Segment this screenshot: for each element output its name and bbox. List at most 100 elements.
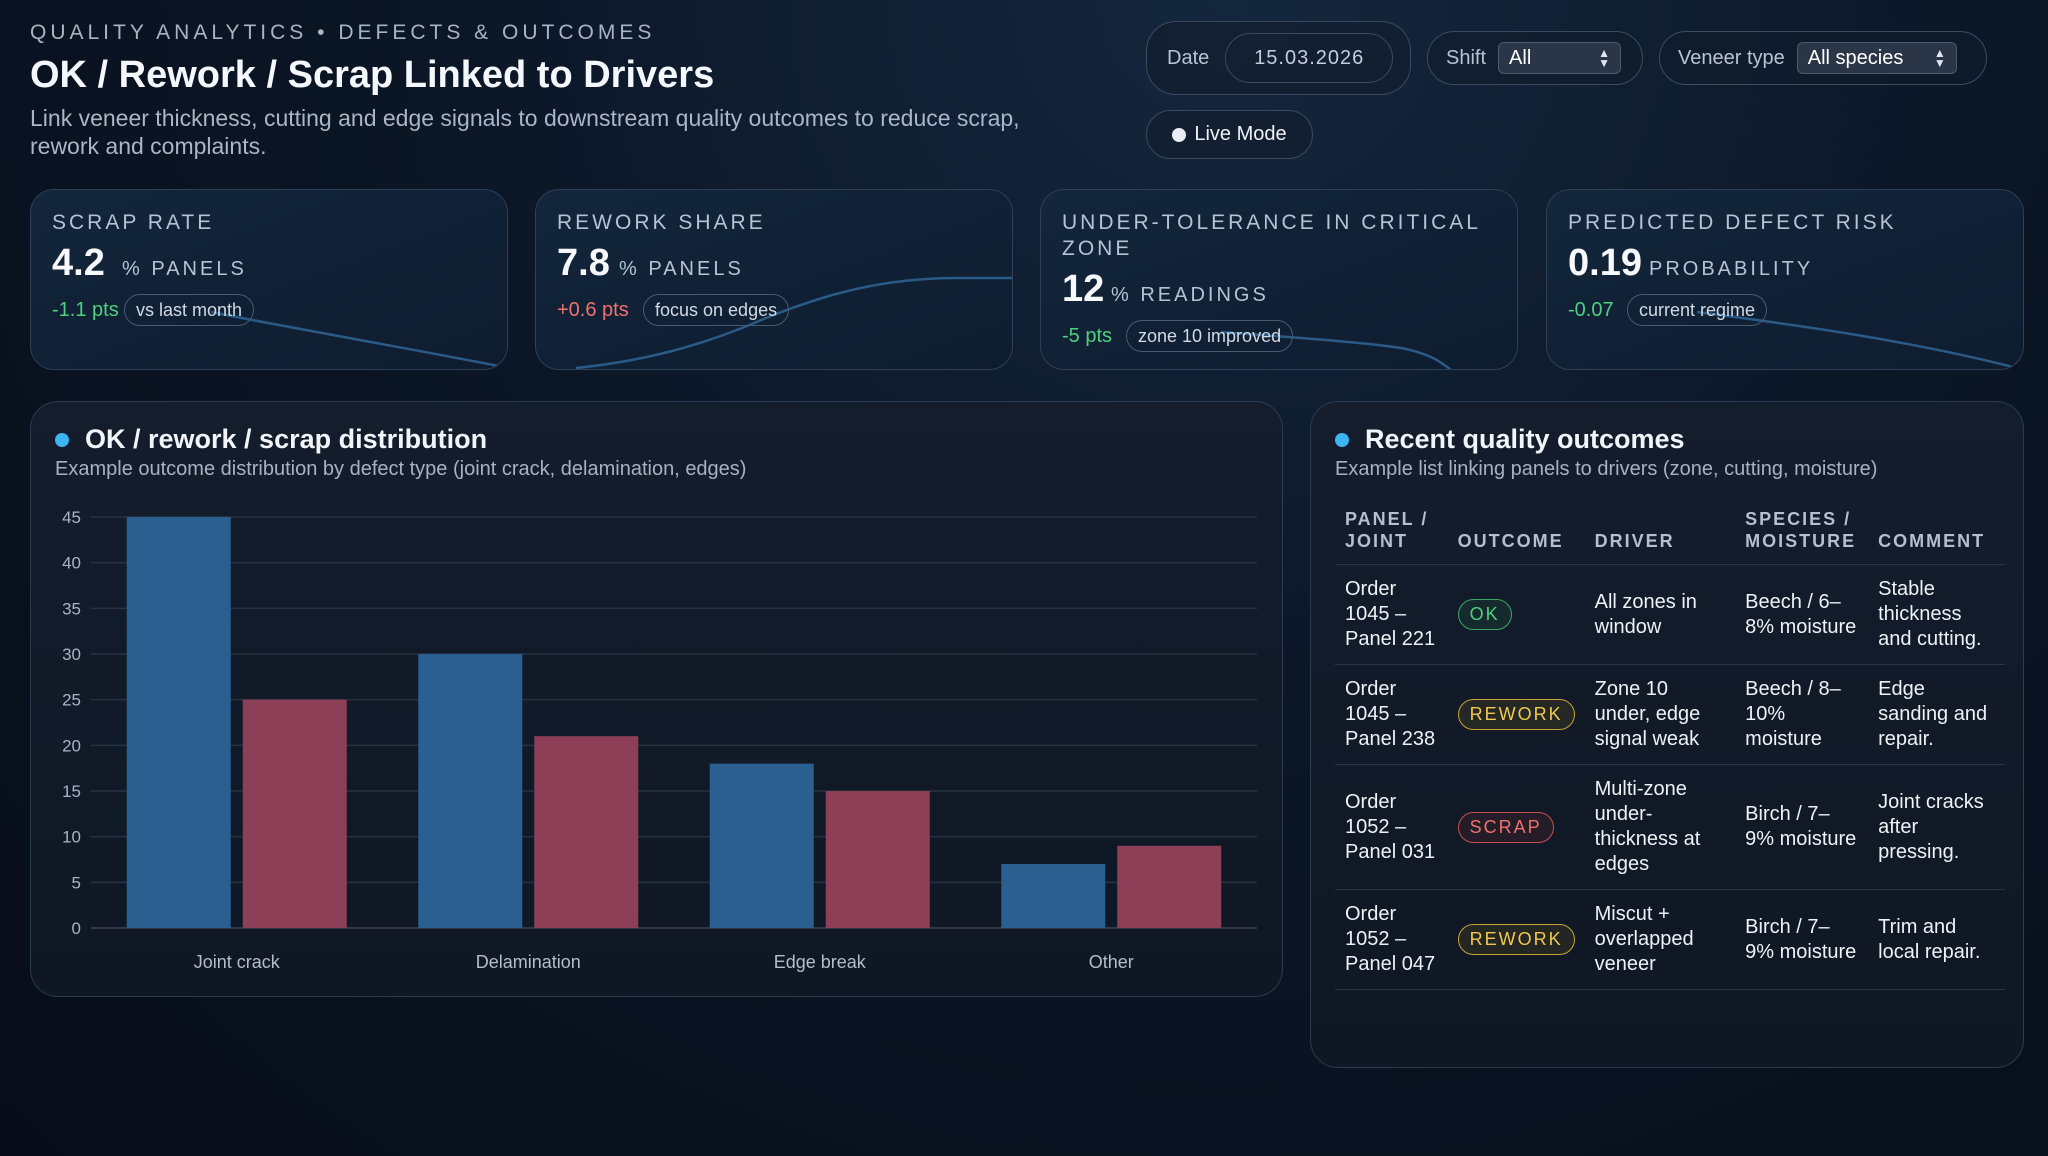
sparkline: [1220, 330, 1452, 369]
cell-comment: Trim and local repair.: [1868, 889, 2005, 990]
cell-species: Beech / 6–8% moisture: [1735, 564, 1869, 665]
kpi-label: REWORK SHARE: [557, 211, 766, 234]
veneer-label: Veneer type: [1678, 46, 1785, 69]
col-header-comment: COMMENT: [1868, 508, 2005, 565]
bar[interactable]: [825, 791, 930, 928]
table-row[interactable]: Order 1052 – Panel 047 REWORK Miscut + o…: [1335, 889, 2005, 990]
shift-label: Shift: [1446, 46, 1487, 69]
outcome-badge: REWORK: [1457, 699, 1575, 730]
table-row[interactable]: Order 1045 – Panel 238 REWORK Zone 10 un…: [1335, 664, 2005, 765]
live-dot-icon: [1172, 127, 1187, 142]
select-arrows-icon: ▲ ▼: [1598, 46, 1611, 70]
cell-driver: Multi-zone under-thickness at edges: [1584, 764, 1736, 890]
select-arrows-icon: ▲ ▼: [1933, 46, 1946, 70]
live-mode-toggle[interactable]: Live Mode: [1146, 110, 1313, 159]
bar[interactable]: [709, 763, 814, 928]
kpi-delta: -0.07: [1568, 299, 1614, 321]
kpi-delta: -1.1 pts: [52, 299, 119, 321]
veneer-select-value: All species: [1807, 46, 1904, 69]
y-tick-label: 20: [62, 736, 81, 755]
chart-panel-title: OK / rework / scrap distribution: [55, 424, 487, 455]
chart-panel-title-text: OK / rework / scrap distribution: [85, 424, 488, 454]
cell-comment: Joint cracks after pressing.: [1868, 764, 2005, 890]
sparkline: [575, 276, 1012, 369]
col-header-species: SPECIES / MOISTURE: [1735, 508, 1869, 565]
col-header-panel: PANEL / JOINT: [1335, 508, 1448, 565]
y-tick-label: 35: [62, 599, 81, 618]
outcome-badge: SCRAP: [1457, 811, 1554, 843]
cell-panel: Order 1052 – Panel 031: [1335, 764, 1448, 890]
cell-outcome: SCRAP: [1447, 764, 1585, 890]
bar-chart: 0 5 10 15 20 25 30 35 40 45 Joint crack Delaminatio…: [62, 508, 1257, 972]
cell-species: Beech / 8–10% moisture: [1735, 664, 1869, 765]
cell-panel: Order 1045 – Panel 238: [1335, 664, 1448, 765]
page-subtitle: Link veneer thickness, cutting and edge …: [30, 105, 1020, 159]
x-tick-label: Other: [1089, 952, 1134, 972]
cell-outcome: REWORK: [1447, 664, 1585, 765]
kpi-badge: focus on edges: [643, 294, 790, 326]
kpi-badge: current regime: [1627, 294, 1768, 326]
x-tick-label: Edge break: [774, 952, 867, 972]
bar[interactable]: [1001, 864, 1106, 928]
bar[interactable]: [126, 517, 231, 928]
kpi-unit: % PANELS: [619, 258, 744, 280]
cell-species: Birch / 7–9% moisture: [1735, 889, 1869, 990]
date-label: Date: [1167, 46, 1210, 69]
y-tick-label: 10: [62, 828, 81, 847]
y-tick-label: 5: [72, 873, 81, 892]
col-header-outcome: OUTCOME: [1447, 508, 1585, 565]
sparkline: [1696, 310, 2018, 369]
table-row[interactable]: Order 1045 – Panel 221 OK All zones in w…: [1335, 564, 2005, 665]
shift-select-value: All: [1509, 46, 1532, 69]
kpi-badge: vs last month: [124, 294, 255, 326]
kpi-card-under-tolerance: UNDER-TOLERANCE IN CRITICAL ZONE 12 % RE…: [1040, 189, 1518, 370]
table-row[interactable]: Order 1052 – Panel 031 SCRAP Multi-zone …: [1335, 764, 2005, 890]
bullet-dot-icon: [55, 432, 69, 447]
bar[interactable]: [1117, 845, 1222, 928]
outcome-badge: OK: [1457, 599, 1512, 630]
page-eyebrow: QUALITY ANALYTICS • DEFECTS & OUTCOMES: [30, 21, 656, 44]
kpi-value: 0.19: [1568, 242, 1642, 284]
kpi-card-rework-share: REWORK SHARE 7.8 % PANELS +0.6 pts focus…: [535, 189, 1013, 370]
bar[interactable]: [242, 699, 347, 928]
bar[interactable]: [534, 736, 639, 928]
kpi-delta: -5 pts: [1062, 325, 1113, 347]
y-tick-label: 0: [72, 919, 81, 938]
cell-driver: Zone 10 under, edge signal weak: [1584, 664, 1736, 765]
cell-driver: All zones in window: [1584, 564, 1736, 665]
kpi-value: 7.8: [557, 242, 610, 284]
shift-select[interactable]: All ▲ ▼: [1498, 42, 1622, 74]
date-filter: Date 15.03.2026: [1146, 21, 1411, 95]
y-tick-label: 40: [62, 554, 81, 573]
kpi-label: UNDER-TOLERANCE IN CRITICAL ZONE: [1062, 211, 1481, 260]
table-panel-subtitle: Example list linking panels to drivers (…: [1335, 458, 1878, 480]
cell-panel: Order 1052 – Panel 047: [1335, 889, 1448, 990]
kpi-label: SCRAP RATE: [52, 211, 215, 234]
x-tick-label: Joint crack: [194, 952, 281, 972]
cell-driver: Miscut + overlapped veneer: [1584, 889, 1736, 990]
cell-panel: Order 1045 – Panel 221: [1335, 564, 1448, 665]
kpi-badge: zone 10 improved: [1126, 320, 1294, 352]
cell-species: Birch / 7–9% moisture: [1735, 764, 1869, 890]
shift-filter: Shift All ▲ ▼: [1427, 31, 1643, 85]
y-tick-label: 25: [62, 691, 81, 710]
bar[interactable]: [418, 654, 523, 928]
table-panel-title-text: Recent quality outcomes: [1365, 424, 1685, 454]
kpi-value: 4.2: [52, 242, 105, 284]
col-header-driver: DRIVER: [1584, 508, 1736, 565]
outcomes-table: PANEL / JOINT OUTCOME DRIVER SPECIES / M…: [1335, 508, 2005, 990]
date-input[interactable]: 15.03.2026: [1225, 33, 1394, 83]
kpi-delta: +0.6 pts: [557, 299, 629, 321]
y-tick-label: 45: [62, 508, 81, 527]
x-tick-label: Delamination: [476, 952, 581, 972]
kpi-card-defect-risk: PREDICTED DEFECT RISK 0.19 PROBABILITY -…: [1546, 189, 2024, 370]
quality-outcomes-panel: Recent quality outcomes Example list lin…: [1310, 401, 2024, 1068]
kpi-unit: % PANELS: [122, 258, 247, 280]
kpi-unit: % READINGS: [1111, 284, 1269, 306]
outcome-badge: REWORK: [1457, 924, 1575, 955]
cell-comment: Stable thickness and cutting.: [1868, 564, 2005, 665]
veneer-select[interactable]: All species ▲ ▼: [1796, 42, 1957, 74]
table-header-row: PANEL / JOINT OUTCOME DRIVER SPECIES / M…: [1335, 508, 2005, 565]
page-title: OK / Rework / Scrap Linked to Drivers: [30, 54, 715, 96]
